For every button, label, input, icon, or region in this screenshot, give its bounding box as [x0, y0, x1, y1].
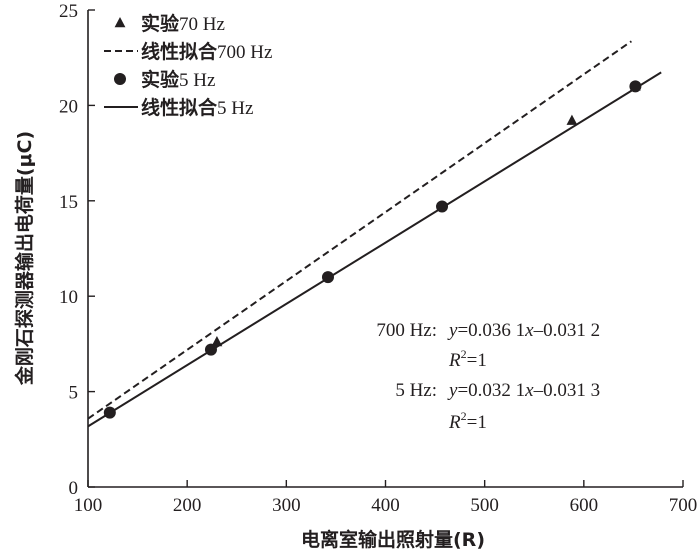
annotation-5hz-equation: y=0.032 1x–0.031 3	[447, 380, 600, 401]
ticks: 100 200 300 400 500 600 700 0 5 10 15 20 25	[59, 1, 697, 516]
x-axis-label: 电离室输出照射量(R)	[301, 528, 485, 551]
fit-line-700hz	[87, 40, 633, 420]
data-point-5hz	[103, 406, 116, 419]
legend-label-num: 5 Hz	[217, 98, 253, 119]
fit-line-5hz	[87, 71, 662, 428]
legend-label-cn: 实验	[141, 68, 180, 91]
plot-area	[87, 40, 662, 428]
x-tick-label: 700	[669, 495, 698, 516]
annotation-700hz: 700 Hz: y=0.036 1x–0.031 2 R2=1	[376, 320, 600, 371]
legend-label: 实验70 Hz	[141, 12, 225, 35]
y-tick-label: 0	[69, 478, 79, 499]
x-tick-label: 600	[570, 495, 599, 516]
data-point-5hz	[204, 343, 217, 356]
y-tick-label: 25	[59, 1, 78, 22]
annotation-700hz-r2: R2=1	[448, 347, 487, 371]
annotation-5hz: 5 Hz: y=0.032 1x–0.031 3 R2=1	[395, 380, 600, 433]
y-tick-label: 5	[69, 383, 79, 404]
legend-marker-circle	[114, 73, 126, 85]
y-tick-label: 20	[59, 96, 78, 117]
x-tick-label: 500	[470, 495, 499, 516]
legend-label-cn: 线性拟合	[141, 96, 218, 119]
x-tick-label: 300	[272, 495, 301, 516]
x-tick-label: 100	[74, 495, 103, 516]
x-tick-label: 200	[173, 495, 202, 516]
annotation-700hz-equation: y=0.036 1x–0.031 2	[447, 320, 600, 341]
legend-label: 线性拟合700 Hz	[141, 40, 272, 63]
data-point-70hz	[211, 335, 223, 347]
legend-label-cn: 线性拟合	[141, 40, 218, 63]
legend-label-num: 700 Hz	[217, 42, 272, 63]
legend-label-cn: 实验	[141, 12, 180, 35]
annotation-5hz-r2: R2=1	[448, 409, 487, 433]
data-point-5hz	[321, 271, 334, 284]
data-point-5hz	[436, 200, 449, 213]
data-point-70hz	[566, 114, 578, 125]
legend-label: 实验5 Hz	[141, 68, 215, 91]
y-axis-label: 金刚石探测器输出电荷量(μC)	[13, 131, 36, 386]
legend-label-num: 70 Hz	[179, 14, 225, 35]
legend-marker-triangle	[114, 17, 126, 28]
x-tick-label: 400	[371, 495, 400, 516]
y-tick-label: 10	[59, 287, 78, 308]
data-point-5hz	[629, 80, 642, 93]
annotation-700hz-label: 700 Hz:	[376, 320, 437, 341]
y-tick-label: 15	[59, 192, 78, 213]
legend-label-num: 5 Hz	[179, 70, 215, 91]
annotation-5hz-label: 5 Hz:	[395, 380, 437, 401]
legend-label: 线性拟合5 Hz	[141, 96, 253, 119]
